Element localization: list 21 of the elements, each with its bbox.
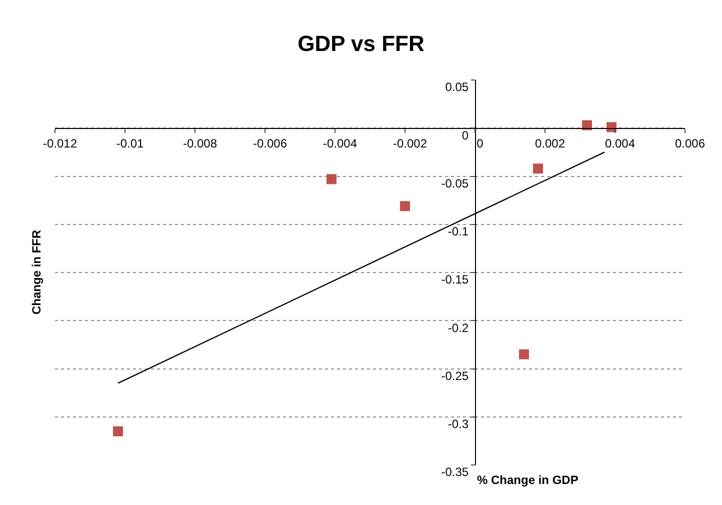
- y-tick-label: -0.05: [441, 176, 469, 190]
- x-tick-label: -0.002: [392, 136, 428, 151]
- y-tick-label: -0.1: [448, 224, 469, 239]
- y-tick-label: -0.3: [448, 417, 469, 432]
- x-tick-label: -0.01: [116, 136, 144, 151]
- y-axis-title: Change in FFR: [30, 230, 44, 314]
- y-tick-label: -0.35: [441, 465, 469, 480]
- x-tick-label: -0.004: [322, 136, 358, 151]
- y-tick-label: -0.25: [441, 368, 469, 383]
- x-tick-label: 0.002: [534, 136, 566, 151]
- y-tick-label: 0.05: [445, 80, 469, 94]
- y-tick-label: -0.2: [448, 320, 469, 335]
- x-axis-title: % Change in GDP: [477, 473, 578, 487]
- x-tick-label: 0: [476, 136, 484, 151]
- x-tick-label: 0.004: [604, 136, 636, 151]
- x-tick-label: -0.006: [252, 136, 288, 151]
- x-tick-label: 0.006: [674, 136, 706, 151]
- y-tick-label: -0.15: [441, 272, 469, 287]
- x-tick-label: -0.008: [182, 136, 218, 151]
- x-tick-label: -0.012: [42, 136, 78, 151]
- chart-title: GDP vs FFR: [298, 30, 424, 56]
